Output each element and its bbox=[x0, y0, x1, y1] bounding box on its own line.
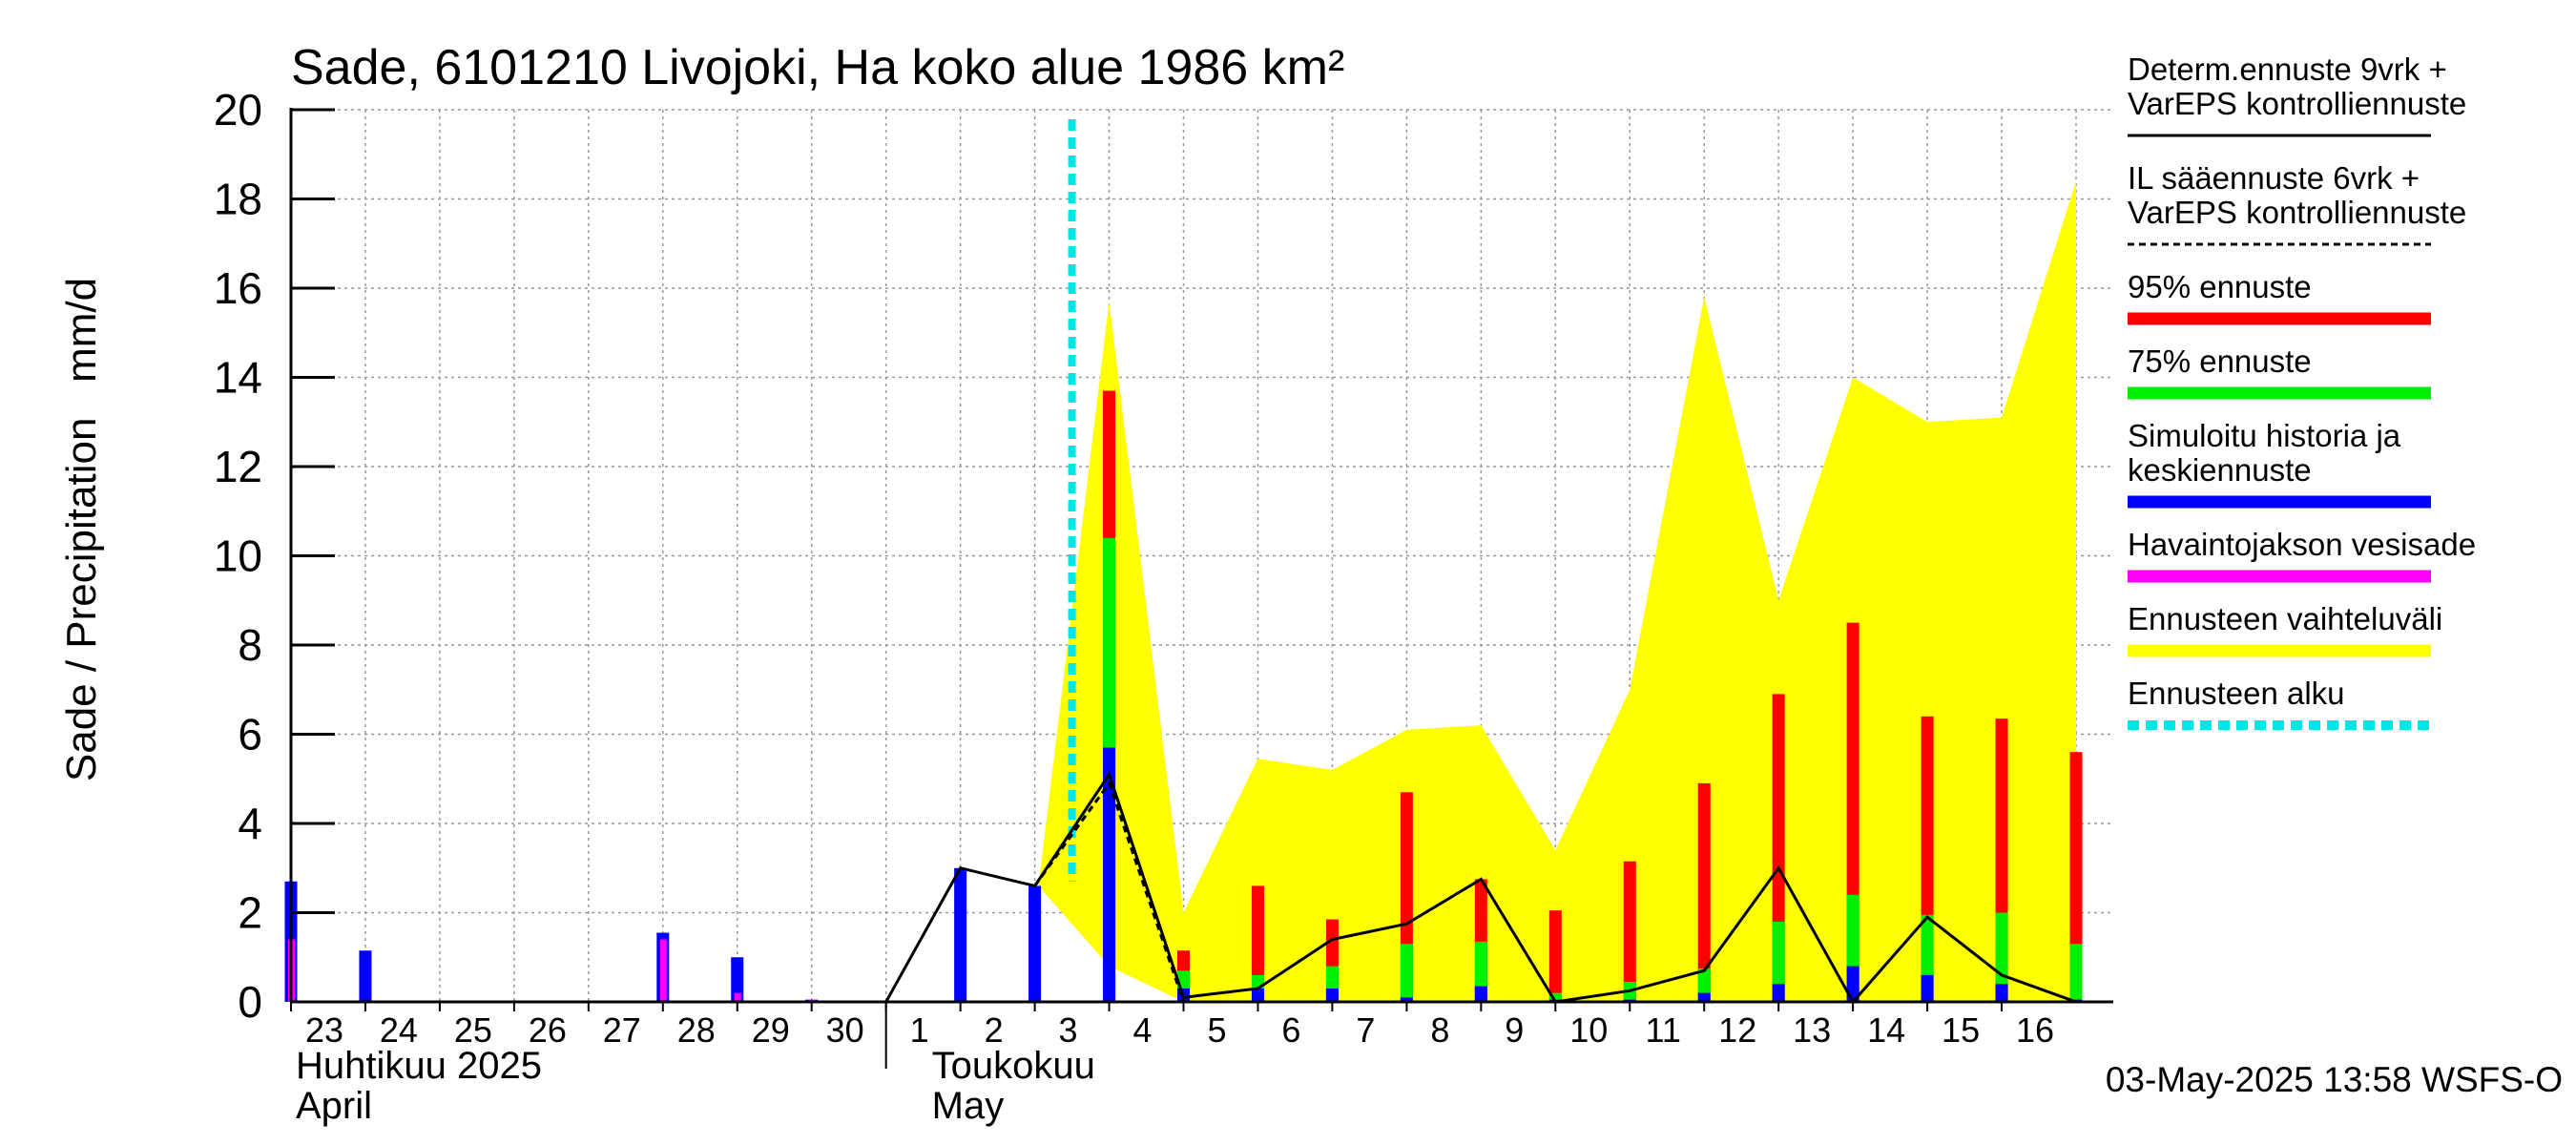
bar-75 bbox=[1995, 912, 2008, 1002]
bar-simulated bbox=[731, 957, 744, 1002]
x-tick-label: 13 bbox=[1793, 1010, 1831, 1050]
month-label-fi: Huhtikuu 2025 bbox=[296, 1045, 542, 1087]
x-tick-label: 5 bbox=[1207, 1010, 1226, 1050]
legend-label: Determ.ennuste 9vrk + bbox=[2128, 52, 2447, 87]
x-tick-labels: 23 24 25 26 27 28 29 30 1 2 3 4 5 6 7 8 9 10 11 12 13 14 15 16 bbox=[305, 1010, 2054, 1050]
x-tick-label: 6 bbox=[1281, 1010, 1300, 1050]
x-tick-label: 12 bbox=[1718, 1010, 1756, 1050]
bar-simulated bbox=[1846, 966, 1859, 1002]
bar-75 bbox=[1548, 992, 1562, 1002]
y-tick-label: 20 bbox=[214, 85, 262, 135]
bar-95 bbox=[1548, 910, 1562, 1002]
legend-label: 95% ennuste bbox=[2128, 269, 2312, 304]
x-tick-label: 1 bbox=[910, 1010, 929, 1050]
month-label-en: April bbox=[296, 1085, 372, 1127]
bars bbox=[284, 390, 2083, 1002]
y-tick-label: 8 bbox=[238, 620, 262, 670]
bar-95 bbox=[1251, 885, 1264, 1002]
x-tick-label: 11 bbox=[1646, 1010, 1681, 1050]
bar-simulated bbox=[1400, 997, 1413, 1002]
timestamp: 03-May-2025 13:58 WSFS-O bbox=[2106, 1060, 2563, 1099]
y-tick-label: 12 bbox=[214, 442, 262, 491]
y-tick-label: 6 bbox=[238, 710, 262, 760]
y-tick-label: 16 bbox=[214, 263, 262, 313]
x-tick-label: 25 bbox=[454, 1010, 492, 1050]
deterministic-line bbox=[884, 771, 2077, 1005]
bar-simulated bbox=[1995, 984, 2008, 1002]
x-tick-label: 16 bbox=[2016, 1010, 2054, 1050]
legend-label: keskiennuste bbox=[2128, 452, 2312, 488]
y-tick-label: 14 bbox=[214, 353, 262, 403]
bar-75 bbox=[2069, 944, 2083, 1002]
legend-label: Ennusteen alku bbox=[2128, 676, 2345, 711]
bar-observed bbox=[659, 939, 667, 1002]
bar-95 bbox=[2069, 752, 2083, 1002]
bar-simulated bbox=[1772, 984, 1785, 1002]
y-axis-label: Sade / Precipitation mm/d bbox=[58, 278, 105, 781]
bar-75 bbox=[1772, 921, 1785, 1002]
x-tick-label: 15 bbox=[1942, 1010, 1980, 1050]
y-tick-label: 0 bbox=[238, 977, 262, 1027]
forecast-lines bbox=[884, 119, 2077, 1005]
x-tick-label: 24 bbox=[380, 1010, 418, 1050]
bar-simulated bbox=[1325, 988, 1339, 1002]
chart-title: Sade, 6101210 Livojoki, Ha koko alue 198… bbox=[291, 40, 1344, 95]
y-tick-label: 4 bbox=[238, 799, 262, 848]
legend-label: VarEPS kontrolliennuste bbox=[2128, 86, 2466, 121]
bar-simulated bbox=[1921, 974, 1934, 1002]
bar-simulated bbox=[1103, 747, 1116, 1002]
x-tick-label: 26 bbox=[529, 1010, 567, 1050]
legend-label: Havaintojakson vesisade bbox=[2128, 527, 2476, 562]
month-label-en: May bbox=[932, 1085, 1005, 1127]
bar-simulated bbox=[1697, 992, 1711, 1002]
x-tick-label: 4 bbox=[1133, 1010, 1153, 1050]
legend-label: Simuloitu historia ja bbox=[2128, 418, 2401, 453]
bar-simulated bbox=[1028, 885, 1042, 1002]
x-tick-label: 9 bbox=[1505, 1010, 1524, 1050]
month-label-fi: Toukokuu bbox=[932, 1045, 1095, 1087]
legend-label: 75% ennuste bbox=[2128, 344, 2312, 379]
x-tick-label: 29 bbox=[752, 1010, 790, 1050]
x-tick-label: 8 bbox=[1430, 1010, 1449, 1050]
y-tick-label: 10 bbox=[214, 531, 262, 581]
y-tick-label: 2 bbox=[238, 888, 262, 938]
x-tick-label: 23 bbox=[305, 1010, 343, 1050]
x-tick-label: 27 bbox=[603, 1010, 641, 1050]
il-forecast-line bbox=[1033, 780, 1185, 1003]
bar-simulated bbox=[359, 950, 372, 1002]
range-band-area bbox=[1038, 180, 2077, 1003]
bar-95 bbox=[1623, 861, 1636, 1002]
x-tick-label: 10 bbox=[1569, 1010, 1608, 1050]
bar-simulated bbox=[1251, 988, 1264, 1002]
x-tick-label: 14 bbox=[1867, 1010, 1905, 1050]
bar-simulated bbox=[1474, 986, 1487, 1002]
y-tick-label: 18 bbox=[214, 175, 262, 224]
x-tick-label: 3 bbox=[1059, 1010, 1078, 1050]
bar-95 bbox=[1697, 782, 1711, 1002]
y-tick-labels: 0 2 4 6 8 10 12 14 16 18 20 bbox=[214, 85, 262, 1027]
legend-label: IL sääennuste 6vrk + bbox=[2128, 160, 2420, 196]
legend: Determ.ennuste 9vrk +VarEPS kontrollienn… bbox=[2128, 52, 2476, 730]
forecast-range-band bbox=[1038, 180, 2077, 1003]
bar-observed bbox=[734, 992, 741, 1002]
legend-label: VarEPS kontrolliennuste bbox=[2128, 195, 2466, 230]
legend-label: Ennusteen vaihteluväli bbox=[2128, 601, 2442, 636]
axes bbox=[289, 108, 2113, 1069]
bar-75 bbox=[1400, 944, 1413, 1002]
x-tick-label: 30 bbox=[826, 1010, 864, 1050]
x-tick-label: 28 bbox=[677, 1010, 716, 1050]
x-tick-label: 7 bbox=[1356, 1010, 1375, 1050]
bar-simulated bbox=[954, 867, 967, 1002]
x-tick-label: 2 bbox=[985, 1010, 1004, 1050]
